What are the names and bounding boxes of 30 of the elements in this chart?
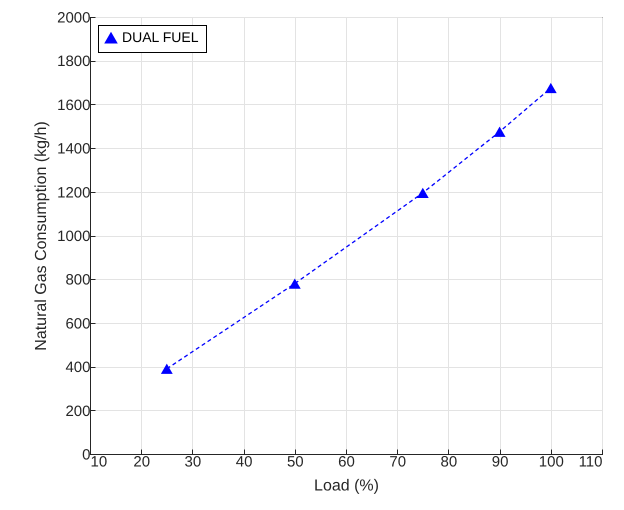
x-tick-label: 40	[236, 454, 252, 470]
x-tick-label: 80	[440, 454, 458, 470]
x-axis-title: Load (%)	[314, 478, 379, 494]
x-tick-label: 100	[538, 454, 564, 470]
point	[544, 82, 557, 94]
y-tick-label: 600	[65, 315, 90, 332]
x-tick-label: 30	[184, 454, 202, 470]
point	[160, 364, 173, 374]
x-tick-label: 50	[286, 454, 304, 470]
point	[416, 188, 429, 198]
point	[288, 278, 301, 289]
y-tick-label: 2000	[57, 10, 90, 26]
y-tick-label: 800	[65, 272, 90, 289]
y-tick-label: 400	[65, 359, 90, 376]
legend-label: DUAL FUEL	[122, 29, 199, 45]
y-tick-label: 0	[82, 446, 90, 464]
y-tick-label: 200	[65, 402, 90, 420]
y-tick-label: 1600	[57, 96, 90, 114]
x-tick-label: 10	[90, 454, 108, 470]
y-tick-label: 1400	[57, 140, 90, 158]
point	[494, 126, 506, 137]
x-tick-label: 60	[338, 454, 355, 470]
y-tick-label: 1800	[57, 53, 90, 70]
y-tick-label: 1000	[57, 228, 90, 245]
x-tick-label: 70	[389, 454, 406, 470]
x-tick-label: 110	[578, 454, 602, 470]
x-tick-label: 90	[492, 454, 508, 470]
y-axis-title: Natural Gas Consumption (kg/h)	[33, 121, 50, 351]
y-tick-label: 1200	[57, 184, 90, 202]
x-tick-label: 20	[133, 454, 150, 470]
